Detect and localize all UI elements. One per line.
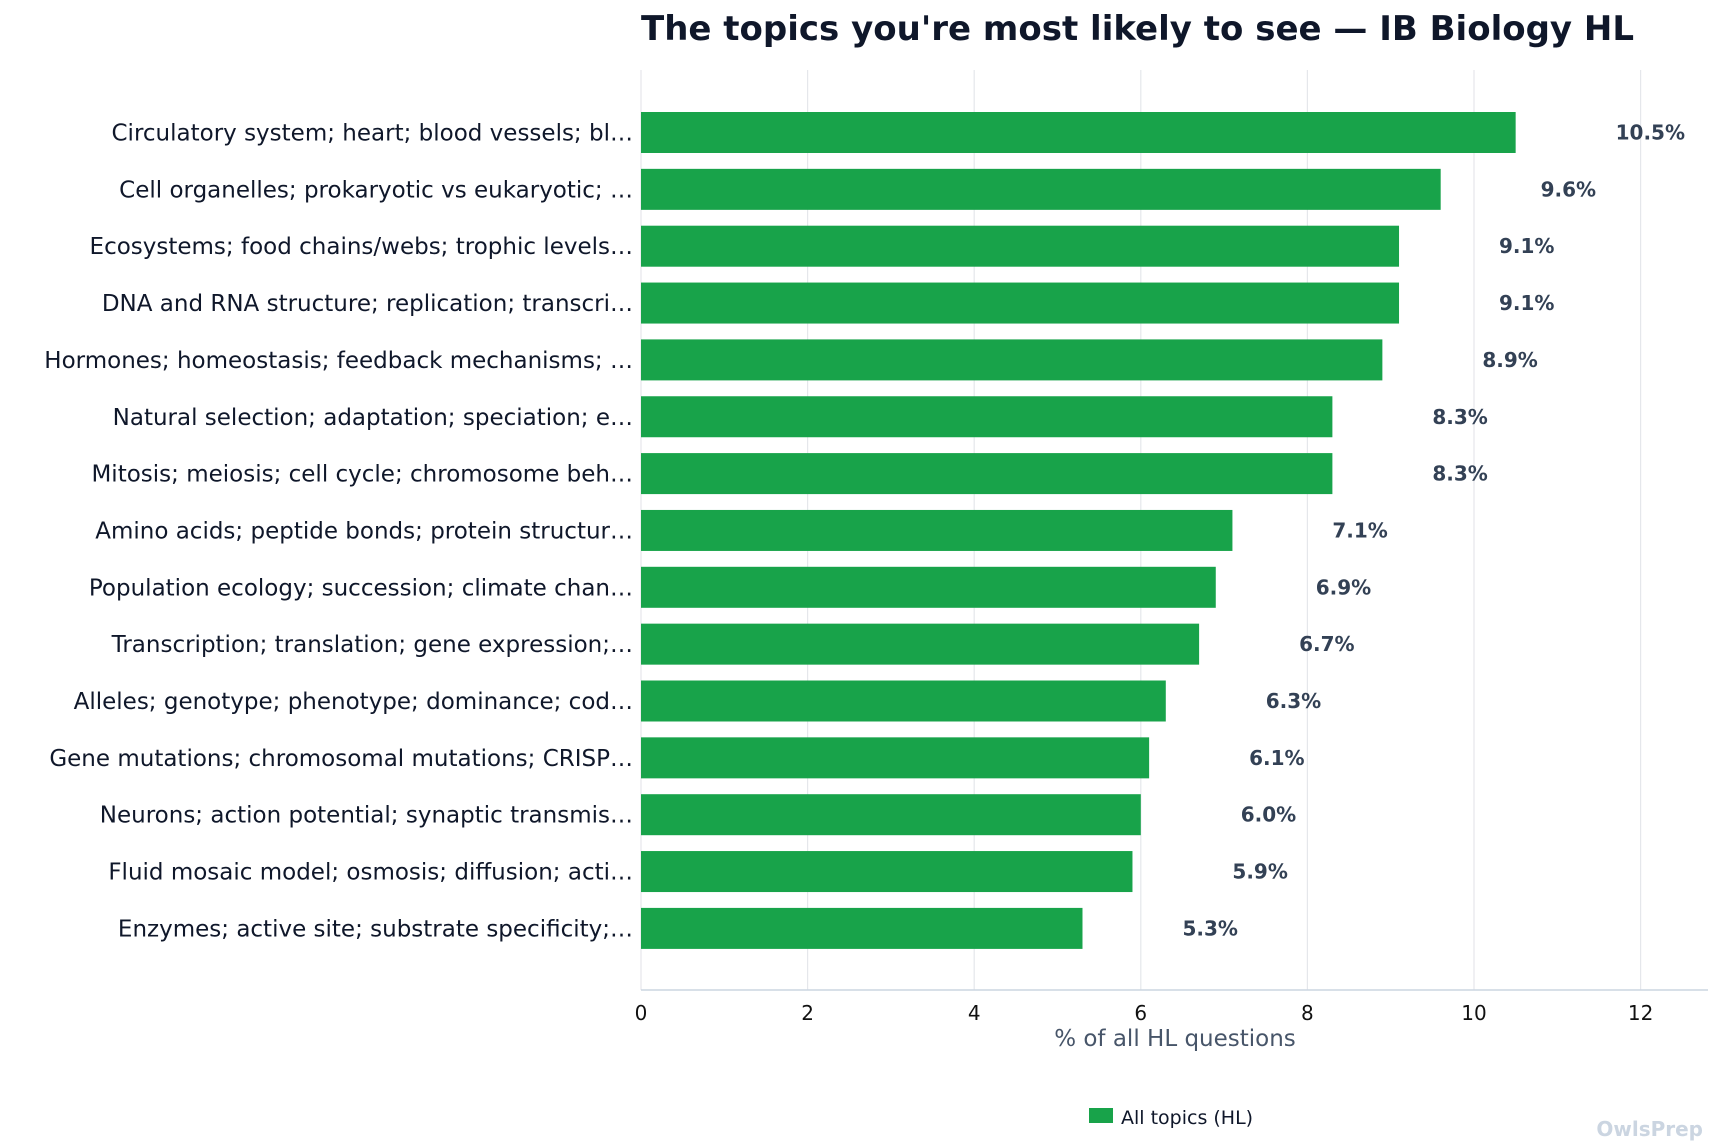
value-label-6: 8.3%: [1432, 462, 1487, 486]
value-labels: 10.5% 9.6% 9.1% 9.1% 8.9% 8.3% 8.3% 7.1% 6.9% 6.7…: [1182, 121, 1685, 941]
value-label-14: 5.3%: [1182, 916, 1237, 940]
category-label-10: Alleles; genotype; phenotype; dominance;…: [74, 689, 633, 715]
bar-5: [641, 396, 1333, 438]
bar-7: [641, 509, 1233, 551]
x-tick-label-2: 2: [801, 1001, 814, 1025]
legend-label: All topics (HL): [1121, 1107, 1253, 1129]
category-labels: Circulatory system; heart; blood vessels…: [44, 121, 633, 943]
value-label-4: 8.9%: [1482, 348, 1537, 372]
value-label-12: 6.0%: [1241, 803, 1296, 827]
value-label-13: 5.9%: [1232, 860, 1287, 884]
value-label-0: 10.5%: [1616, 121, 1685, 145]
bar-1: [641, 168, 1441, 210]
bar-10: [641, 680, 1166, 722]
category-label-1: Cell organelles; prokaryotic vs eukaryot…: [119, 177, 633, 203]
category-label-11: Gene mutations; chromosomal mutations; C…: [49, 746, 633, 772]
value-label-5: 8.3%: [1432, 405, 1487, 429]
value-label-1: 9.6%: [1541, 177, 1596, 201]
x-axis-title: % of all HL questions: [1054, 1026, 1296, 1052]
value-label-11: 6.1%: [1249, 746, 1304, 770]
bar-0: [641, 112, 1516, 153]
x-tick-label-10: 10: [1461, 1001, 1486, 1025]
bar-6: [641, 453, 1333, 495]
bars: [641, 112, 1516, 949]
category-label-12: Neurons; action potential; synaptic tran…: [100, 803, 633, 829]
category-label-14: Enzymes; active site; substrate specific…: [118, 916, 633, 942]
category-label-0: Circulatory system; heart; blood vessels…: [112, 121, 634, 147]
bar-3: [641, 282, 1400, 324]
category-label-8: Population ecology; succession; climate …: [89, 575, 633, 601]
category-label-9: Transcription; translation; gene express…: [111, 632, 633, 658]
x-tick-label-8: 8: [1301, 1001, 1314, 1025]
value-label-2: 9.1%: [1499, 234, 1554, 258]
category-label-13: Fluid mosaic model; osmosis; diffusion; …: [108, 860, 633, 886]
x-tick-label-6: 6: [1134, 1001, 1147, 1025]
bar-9: [641, 623, 1200, 665]
category-label-5: Natural selection; adaptation; speciatio…: [113, 405, 633, 431]
bar-8: [641, 566, 1216, 608]
value-label-3: 9.1%: [1499, 291, 1554, 315]
x-axis: 0 2 4 6 8 10 12: [635, 989, 1708, 1025]
value-label-8: 6.9%: [1316, 575, 1371, 599]
bar-11: [641, 737, 1150, 779]
bar-2: [641, 225, 1400, 267]
watermark-text: OwlsPrep: [1596, 1117, 1703, 1141]
legend-swatch: [1089, 1108, 1113, 1123]
x-tick-label-12: 12: [1628, 1001, 1653, 1025]
bar-14: [641, 907, 1083, 949]
category-label-7: Amino acids; peptide bonds; protein stru…: [95, 518, 633, 544]
category-label-6: Mitosis; meiosis; cell cycle; chromosome…: [91, 462, 633, 488]
category-label-3: DNA and RNA structure; replication; tran…: [102, 291, 633, 317]
x-tick-label-4: 4: [968, 1001, 981, 1025]
x-tick-label-0: 0: [635, 1001, 648, 1025]
value-label-10: 6.3%: [1266, 689, 1321, 713]
value-label-7: 7.1%: [1332, 518, 1387, 542]
chart-title: The topics you're most likely to see — I…: [641, 9, 1634, 49]
bar-13: [641, 851, 1133, 893]
legend: All topics (HL): [1089, 1107, 1253, 1129]
category-label-4: Hormones; homeostasis; feedback mechanis…: [44, 348, 633, 374]
value-label-9: 6.7%: [1299, 632, 1354, 656]
bar-4: [641, 339, 1383, 381]
bar-12: [641, 794, 1141, 836]
category-label-2: Ecosystems; food chains/webs; trophic le…: [90, 234, 633, 260]
